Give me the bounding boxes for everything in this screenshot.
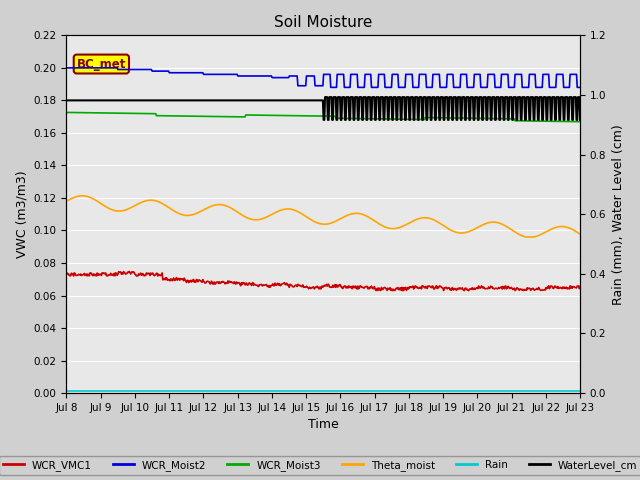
- Y-axis label: VWC (m3/m3): VWC (m3/m3): [15, 170, 28, 258]
- Y-axis label: Rain (mm), Water Level (cm): Rain (mm), Water Level (cm): [612, 124, 625, 305]
- Title: Soil Moisture: Soil Moisture: [274, 15, 372, 30]
- X-axis label: Time: Time: [308, 419, 339, 432]
- Text: BC_met: BC_met: [77, 58, 126, 71]
- Legend: WCR_VMC1, WCR_Moist2, WCR_Moist3, Theta_moist, Rain, WaterLevel_cm: WCR_VMC1, WCR_Moist2, WCR_Moist3, Theta_…: [0, 456, 640, 475]
